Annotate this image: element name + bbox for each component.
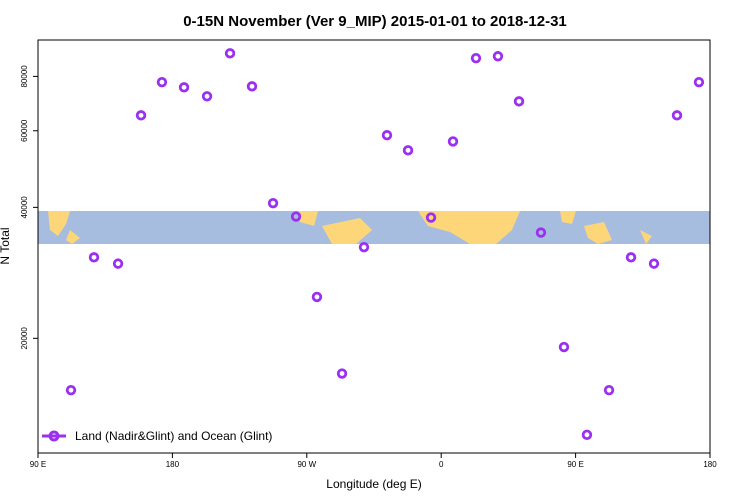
point — [246, 81, 258, 92]
point — [693, 76, 705, 88]
point — [224, 48, 236, 59]
x-tick-label: 90 E — [567, 460, 583, 469]
point — [201, 91, 213, 102]
point — [290, 211, 302, 222]
y-tick-label: 60000 — [20, 119, 29, 142]
point — [535, 227, 547, 238]
point — [112, 258, 124, 269]
point — [156, 76, 168, 88]
y-axis-label: N Total — [0, 227, 12, 264]
point — [648, 258, 660, 269]
point — [581, 429, 593, 441]
point — [447, 136, 459, 147]
legend-marker — [48, 430, 60, 442]
point — [513, 96, 525, 107]
point — [671, 110, 683, 121]
point — [88, 252, 100, 263]
y-tick-label: 20000 — [20, 327, 29, 350]
point — [267, 197, 279, 209]
point — [470, 52, 482, 64]
x-tick-label: 180 — [166, 460, 180, 469]
point — [336, 368, 348, 379]
map-band — [38, 211, 710, 244]
plot-frame — [37, 39, 711, 454]
legend: Land (Nadir&Glint) and Ocean (Glint) — [42, 429, 272, 443]
point — [558, 341, 570, 353]
x-tick-label: 90 W — [297, 460, 316, 469]
point — [402, 145, 414, 156]
y-tick-label: 40000 — [20, 196, 29, 219]
point — [178, 82, 190, 93]
chart-title: 0-15N November (Ver 9_MIP) 2015-01-01 to… — [183, 13, 567, 30]
point — [425, 212, 437, 223]
point — [65, 384, 77, 396]
point — [603, 384, 615, 396]
legend-label: Land (Nadir&Glint) and Ocean (Glint) — [75, 429, 272, 443]
point — [311, 291, 323, 303]
point — [358, 241, 370, 253]
y-tick-label: 80000 — [20, 65, 29, 88]
x-tick-label: 180 — [703, 460, 717, 469]
point — [492, 51, 504, 62]
x-axis-label: Longitude (deg E) — [326, 477, 421, 491]
x-tick-label: 90 E — [30, 460, 46, 469]
x-tick-label: 0 — [439, 460, 444, 469]
point — [625, 252, 637, 263]
point — [381, 130, 393, 141]
point — [135, 110, 147, 121]
